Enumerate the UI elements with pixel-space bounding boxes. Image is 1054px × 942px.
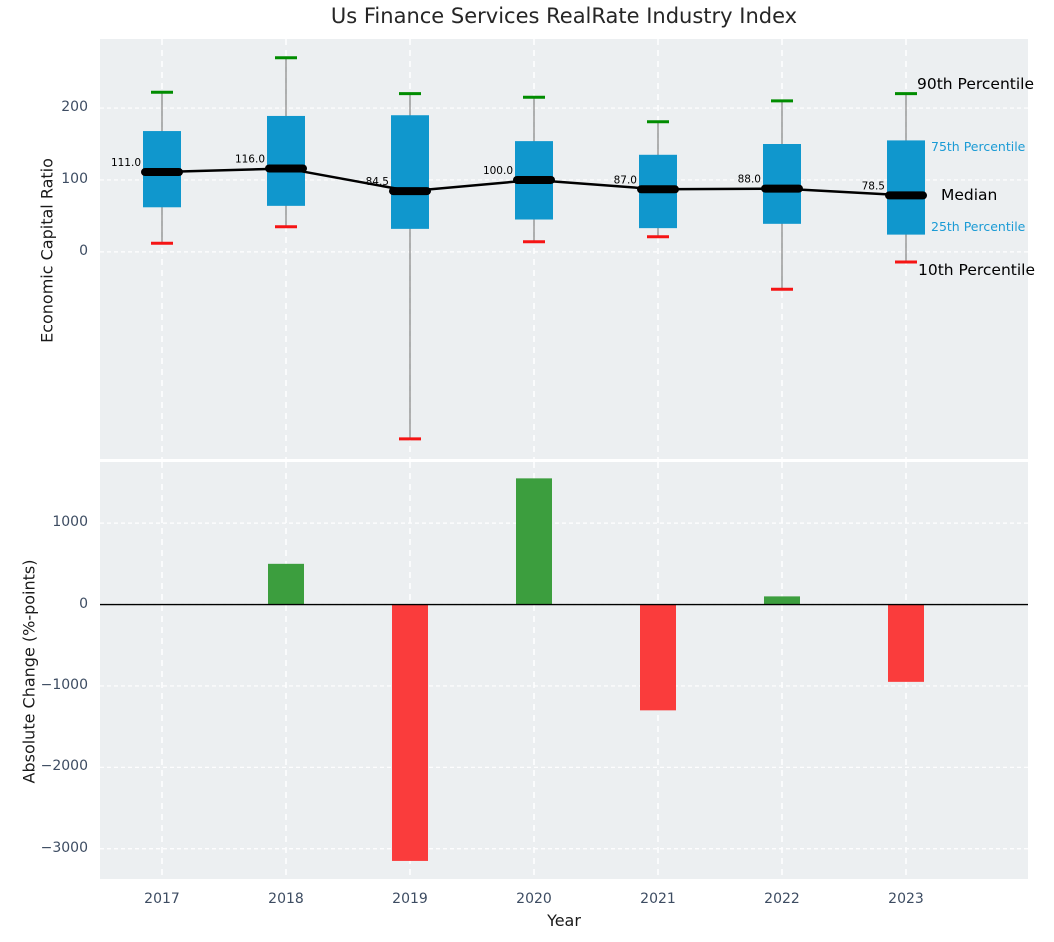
y-tick-label--2000: −2000 — [40, 758, 88, 775]
x-tick-label-2019: 2019 — [392, 891, 428, 907]
legend-median: Median — [941, 186, 998, 204]
x-tick-label-2023: 2023 — [888, 891, 924, 907]
box-plot-canvas: 111.0 116.0 84.5 100.0 87.0 88.0 78.5 — [100, 39, 1028, 459]
median-value-label-2021: 87.0 — [614, 174, 637, 186]
x-tick-label-2017: 2017 — [144, 891, 180, 907]
x-tick-label-2020: 2020 — [516, 891, 552, 907]
bar-chart-panel — [100, 462, 1028, 879]
x-tick-label-2021: 2021 — [640, 891, 676, 907]
bottom-y-axis-label: Absolute Change (%-points) — [19, 559, 39, 784]
change-bar-2020 — [516, 478, 552, 605]
y-tick-label-0: 0 — [79, 242, 88, 259]
change-bar-2022 — [764, 596, 800, 605]
change-bar-2021 — [640, 604, 676, 711]
iqr-box-2019 — [391, 115, 429, 229]
change-bar-2018 — [268, 563, 304, 605]
y-tick-label-200: 200 — [61, 99, 88, 116]
median-value-label-2023: 78.5 — [862, 180, 885, 192]
legend-75th-percentile: 75th Percentile — [931, 139, 1026, 154]
y-tick-label-100: 100 — [61, 170, 88, 187]
change-bar-2019 — [392, 604, 428, 861]
median-value-label-2020: 100.0 — [483, 165, 513, 177]
y-tick-label-1000: 1000 — [52, 514, 88, 531]
x-axis-label: Year — [547, 911, 581, 930]
legend-25th-percentile: 25th Percentile — [931, 219, 1026, 234]
chart-title: Us Finance Services RealRate Industry In… — [330, 4, 798, 28]
median-value-label-2018: 116.0 — [235, 153, 265, 165]
median-value-label-2017: 111.0 — [111, 157, 141, 169]
x-tick-label-2022: 2022 — [764, 891, 800, 907]
iqr-box-2018 — [267, 115, 305, 206]
bar-chart-canvas — [100, 462, 1028, 879]
iqr-box-2023 — [887, 140, 925, 235]
iqr-box-2022 — [763, 144, 801, 224]
x-tick-label-2018: 2018 — [268, 891, 304, 907]
median-value-label-2019: 84.5 — [366, 176, 389, 188]
y-tick-label--1000: −1000 — [40, 676, 88, 693]
legend-90th-percentile: 90th Percentile — [917, 75, 1035, 93]
legend-10th-percentile: 10th Percentile — [918, 261, 1036, 279]
change-bar-2023 — [888, 604, 924, 682]
box-plot-panel: 111.0 116.0 84.5 100.0 87.0 88.0 78.5 — [100, 39, 1028, 459]
y-tick-label--3000: −3000 — [40, 839, 88, 856]
y-tick-label-0: 0 — [79, 595, 88, 612]
median-value-label-2022: 88.0 — [738, 174, 761, 186]
